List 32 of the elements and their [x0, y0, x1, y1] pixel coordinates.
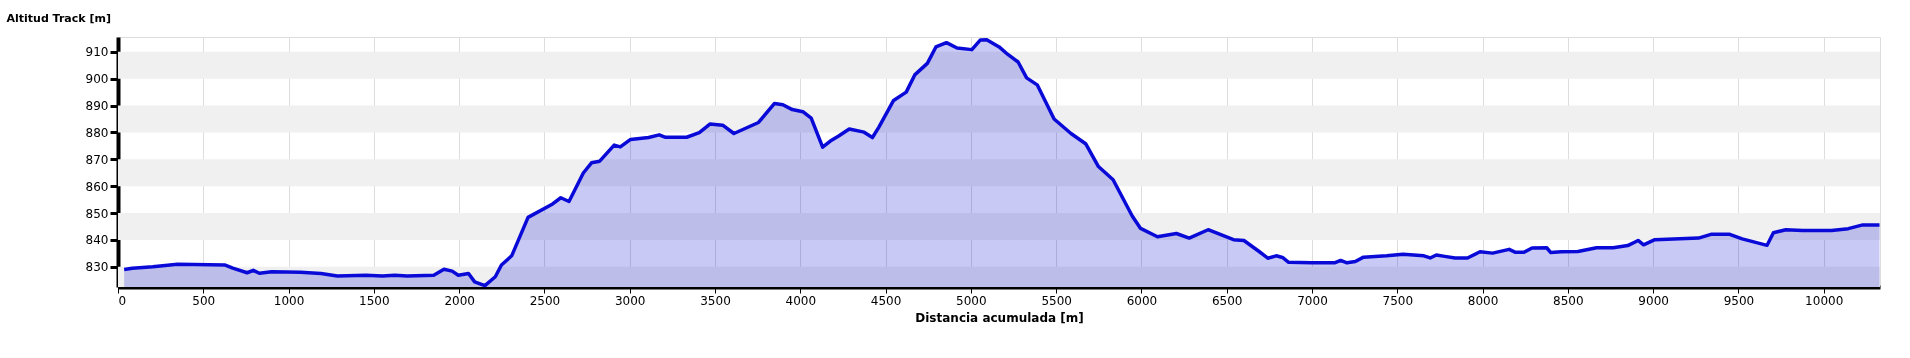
y-axis-title: Altitud Track [m]: [6, 11, 111, 25]
x-tick-label: 500: [192, 293, 216, 308]
x-tick-label: 5500: [1041, 293, 1072, 308]
y-tick-label: 900: [85, 72, 109, 87]
x-tick-label: 8500: [1553, 293, 1584, 308]
x-tick-label: 7000: [1297, 293, 1328, 308]
x-tick-label: 2000: [444, 293, 475, 308]
x-tick-label: 10000: [1805, 293, 1844, 308]
x-tick-label: 6000: [1126, 293, 1158, 308]
y-tick-label: 890: [85, 99, 109, 114]
x-tick-label: 5000: [956, 293, 987, 308]
y-tick-label: 860: [85, 179, 109, 194]
x-tick-label: 7500: [1382, 293, 1414, 308]
x-axis-title: Distancia acumulada [m]: [915, 310, 1084, 325]
y-tick-label: 910: [85, 45, 109, 60]
x-tick-label: 9000: [1638, 293, 1669, 308]
x-tick-label: 3000: [614, 293, 646, 308]
y-tick-label: 830: [85, 260, 109, 275]
x-tick-label: 8000: [1467, 293, 1499, 308]
y-tick-label: 850: [85, 206, 109, 221]
x-tick-label: 1000: [273, 293, 305, 308]
x-tick-label: 4000: [785, 293, 817, 308]
x-tick-label: 1500: [359, 293, 390, 308]
x-tick-label: 4500: [870, 293, 902, 308]
x-tick-label: 9500: [1723, 293, 1755, 308]
x-tick-label: 6500: [1211, 293, 1243, 308]
y-tick-label: 870: [85, 152, 109, 167]
y-tick-label: 840: [85, 233, 109, 248]
x-tick-label: 0: [118, 293, 127, 308]
x-tick-label: 2500: [529, 293, 561, 308]
y-tick-label: 880: [85, 125, 109, 140]
x-tick-label: 3500: [700, 293, 731, 308]
